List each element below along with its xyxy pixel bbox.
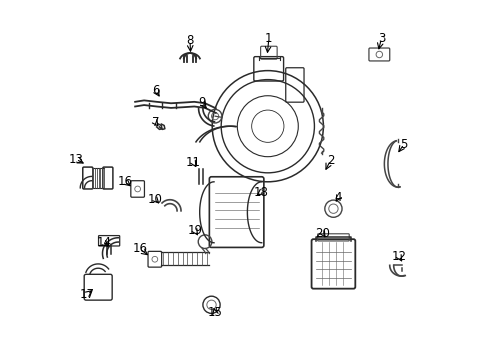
Text: 16: 16 (118, 175, 133, 188)
Text: 4: 4 (334, 191, 342, 204)
Text: 15: 15 (207, 306, 222, 319)
Text: 16: 16 (132, 242, 147, 255)
Text: 10: 10 (148, 193, 163, 206)
Text: 8: 8 (186, 34, 193, 48)
Text: 20: 20 (315, 226, 329, 239)
Text: 9: 9 (198, 96, 205, 109)
Text: 5: 5 (400, 138, 407, 150)
Text: 17: 17 (80, 288, 95, 301)
Text: 14: 14 (96, 236, 111, 249)
Text: 11: 11 (186, 156, 201, 169)
Text: 3: 3 (377, 32, 385, 45)
Text: 12: 12 (390, 249, 406, 262)
Text: 1: 1 (264, 32, 272, 45)
Text: 13: 13 (68, 153, 83, 166)
Text: 18: 18 (253, 186, 267, 199)
Text: 6: 6 (151, 84, 159, 97)
Text: 7: 7 (151, 116, 159, 129)
Text: 2: 2 (326, 154, 334, 167)
Text: 19: 19 (187, 224, 202, 238)
